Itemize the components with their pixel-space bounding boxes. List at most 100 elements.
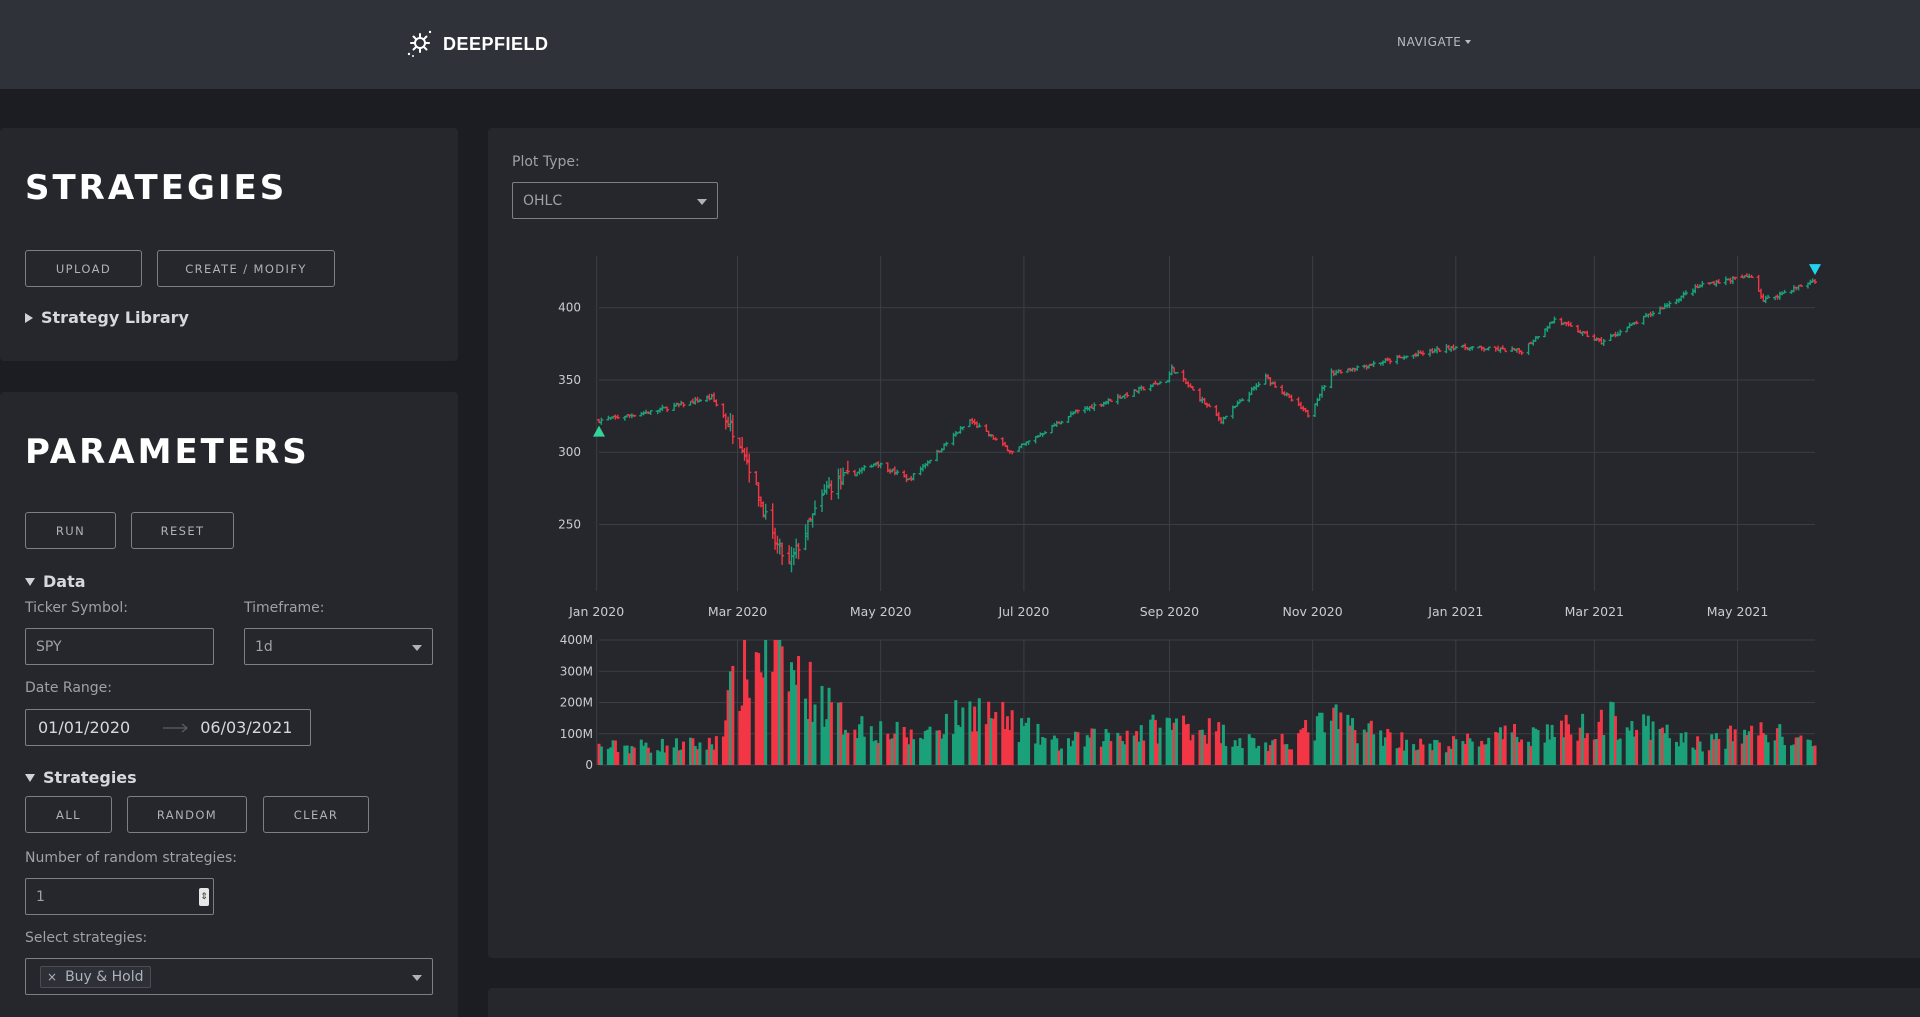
ticker-label: Ticker Symbol: [25,600,129,616]
volume-bar [1397,747,1401,765]
volume-bar [1336,729,1340,765]
ohlc-bar [1172,367,1177,374]
ohlc-bar [812,500,817,516]
ohlc-bar [904,474,909,483]
brand[interactable]: DEEPFIELD [405,28,549,60]
ohlc-bar [599,417,604,425]
volume-bar [1463,743,1467,765]
strategy-tag-label: Buy & Hold [65,969,144,985]
plot-type-select[interactable]: OHLC [512,182,718,219]
ohlc-bar [1585,330,1590,338]
volume-bar [611,740,615,765]
ohlc-bar [1148,384,1153,392]
timeframe-select[interactable]: 1d [244,628,433,665]
volume-bar [649,752,653,765]
volume-bar [923,730,927,765]
volume-bar [926,729,930,765]
number-stepper[interactable]: ⇕ [199,888,209,906]
clear-button[interactable]: CLEAR [263,796,369,833]
volume-bar [808,661,812,765]
run-button[interactable]: RUN [25,512,116,549]
ohlc-bar [747,453,752,483]
ohlc-bar [632,414,637,417]
volume-bar [1578,727,1582,765]
volume-bar [944,713,948,765]
x-tick-label: May 2021 [1707,604,1769,619]
date-end[interactable]: 06/03/2021 [200,718,293,737]
volume-bar [1531,727,1535,765]
volume-bar [1158,727,1162,765]
reset-button[interactable]: RESET [131,512,234,549]
volume-bar [705,749,709,765]
x-tick-label: May 2020 [850,604,912,619]
volume-bar [811,721,815,765]
volume-bar [1186,723,1190,765]
volume-bar [1043,738,1047,765]
volume-bar [1109,741,1113,765]
ohlc-bar [1808,279,1813,286]
volume-bar [1135,731,1139,765]
date-start[interactable]: 01/01/2020 [38,718,131,737]
volume-bar [989,718,993,765]
volume-bar [1813,745,1817,765]
volume-bar [728,671,732,765]
volume-bar [973,706,977,765]
create-modify-button[interactable]: CREATE / MODIFY [157,250,335,287]
volume-bar [1273,739,1277,765]
strategies-multiselect[interactable]: × Buy & Hold [25,958,433,995]
volume-bar [1616,739,1620,765]
strategies-section-toggle[interactable]: Strategies [25,768,137,787]
volume-bar [825,719,829,765]
ticker-input[interactable]: SPY [25,628,214,665]
date-range-picker[interactable]: 01/01/2020 06/03/2021 [25,709,311,746]
ohlc-bar [895,469,900,476]
volume-bar [940,738,944,765]
volume-bar [1611,702,1615,765]
volume-bar [1660,727,1664,765]
volume-bar [1123,744,1127,765]
ohlc-bar [1240,398,1245,402]
volume-bar [1454,739,1458,765]
volume-bar [1609,701,1613,765]
ohlc-chart[interactable]: 250 300 350 400 Jan 2020 Mar 2020 May 2020 Jul… [488,238,1888,938]
volume-bar [1510,732,1514,765]
volume-bar [909,729,913,765]
buy-marker[interactable] [593,425,605,437]
strategy-library-toggle[interactable]: Strategy Library [25,308,189,327]
volume-bar [778,640,782,765]
chevron-down-icon [697,199,707,205]
volume-bar [1576,740,1580,765]
volume-bar [1527,741,1531,765]
volume-bar [1257,745,1261,765]
volume-bar [682,741,686,765]
price-tick-label: 300 [558,445,581,459]
ohlc-bar [1338,369,1343,374]
data-section-toggle[interactable]: Data [25,572,86,591]
ohlc-bar [1033,436,1038,444]
volume-bar [984,724,988,765]
num-random-input[interactable]: 1 ⇕ [25,878,214,915]
volume-bar [1599,709,1603,765]
volume-bar [1696,736,1700,765]
volume-bar [1104,728,1108,765]
ohlc-bar [1169,364,1174,376]
upload-button[interactable]: UPLOAD [25,250,142,287]
num-random-label: Number of random strategies: [25,850,238,866]
ohlc-bar [1268,377,1273,387]
volume-bar [836,702,840,765]
volume-bar [1191,734,1195,765]
volume-bar [1766,742,1770,765]
volume-bar [1224,745,1228,765]
volume-bar [1250,737,1254,765]
navigate-dropdown[interactable]: NAVIGATE [1397,35,1472,49]
volume-bar [987,701,991,765]
random-button[interactable]: RANDOM [127,796,247,833]
volume-bar [1412,744,1416,765]
close-icon[interactable]: × [47,970,58,984]
volume-bar [1221,724,1225,765]
volume-bar [1780,736,1784,765]
ohlc-bar [972,418,977,426]
ohlc-bar [977,423,982,428]
sell-marker[interactable] [1809,264,1821,276]
all-button[interactable]: ALL [25,796,112,833]
